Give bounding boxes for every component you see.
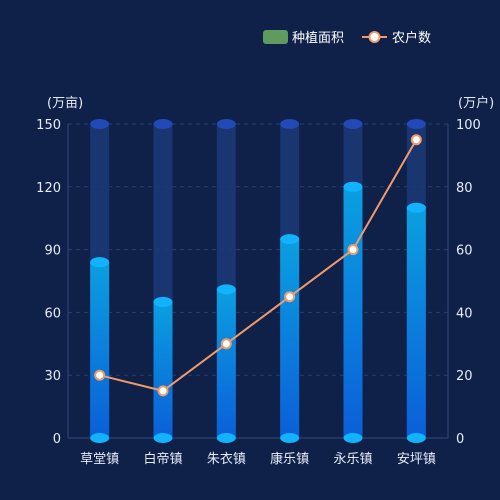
line-point-3[interactable]	[284, 291, 296, 303]
bar-track-cap	[280, 119, 300, 129]
bar-area-0[interactable]	[90, 262, 110, 438]
left-axis-unit: (万亩)	[47, 95, 83, 111]
legend-item-area[interactable]: 种植面积	[263, 30, 344, 46]
line-point-2[interactable]	[220, 338, 232, 350]
bar-area-5[interactable]	[406, 207, 426, 438]
bar-series	[90, 119, 426, 443]
x-axis-category-label: 草堂镇	[80, 452, 119, 467]
legend-bar-swatch-icon	[263, 30, 288, 44]
x-axis-category-label: 康乐镇	[270, 451, 309, 467]
right-axis-tick-label: 60	[456, 244, 473, 259]
left-axis-tick-label: 60	[44, 306, 61, 321]
bar-bottom-cap	[216, 433, 236, 443]
right-axis-tick-label: 20	[456, 369, 473, 384]
bar-area-4[interactable]	[343, 186, 363, 438]
right-axis-tick-label: 40	[456, 306, 473, 321]
legend-item-households[interactable]: 农户数	[362, 30, 431, 46]
bar-track-cap	[153, 119, 173, 129]
right-axis-tick-label: 0	[456, 432, 464, 447]
right-axis-tick-label: 80	[456, 181, 473, 196]
legend-label-area: 种植面积	[292, 31, 344, 46]
bar-top-cap	[90, 257, 110, 268]
bar-top-cap	[406, 202, 426, 213]
right-axis-tick-label: 100	[456, 118, 481, 133]
line-point-1[interactable]	[157, 385, 169, 397]
bar-area-1[interactable]	[153, 301, 173, 438]
bar-track-cap	[406, 119, 426, 129]
left-axis-tick-label: 0	[53, 432, 61, 447]
right-axis-unit: (万户)	[458, 95, 494, 111]
bar-top-cap	[280, 234, 300, 245]
legend-label-households: 农户数	[392, 30, 431, 46]
x-axis-category-label: 安坪镇	[397, 452, 436, 467]
bar-track-cap	[90, 119, 110, 129]
left-axis-tick-label: 120	[36, 181, 61, 196]
left-axis-tick-label: 30	[44, 369, 61, 384]
legend-marker-icon	[368, 31, 381, 43]
line-series	[94, 134, 422, 397]
line-point-5[interactable]	[410, 134, 422, 146]
bar-bottom-cap	[90, 433, 110, 443]
bar-top-cap	[216, 284, 236, 295]
line-point-0[interactable]	[94, 369, 106, 381]
line-point-4[interactable]	[347, 244, 359, 256]
axis-labels: 0 30 60 90 120 150 0 20 40 60 80 100 草堂镇 白帝镇 朱衣镇 康乐镇 永乐镇…	[36, 118, 481, 467]
left-axis-tick-label: 150	[36, 118, 61, 133]
x-axis-category-label: 白帝镇	[143, 451, 182, 467]
axes	[67, 124, 449, 439]
left-axis-tick-label: 90	[44, 244, 61, 259]
bar-top-cap	[153, 296, 173, 307]
legend: 种植面积 农户数	[263, 30, 431, 46]
bar-bottom-cap	[280, 433, 300, 443]
bar-track-cap	[216, 119, 236, 129]
bar-track-cap	[343, 119, 363, 129]
bar-top-cap	[343, 181, 363, 192]
bar-bottom-cap	[153, 433, 173, 443]
x-axis-category-label: 永乐镇	[333, 452, 372, 467]
x-axis-category-label: 朱衣镇	[207, 451, 246, 467]
bar-area-2[interactable]	[216, 289, 236, 438]
bar-bottom-cap	[406, 433, 426, 443]
line-households	[99, 139, 418, 392]
bar-area-3[interactable]	[280, 239, 300, 438]
bar-bottom-cap	[343, 433, 363, 443]
